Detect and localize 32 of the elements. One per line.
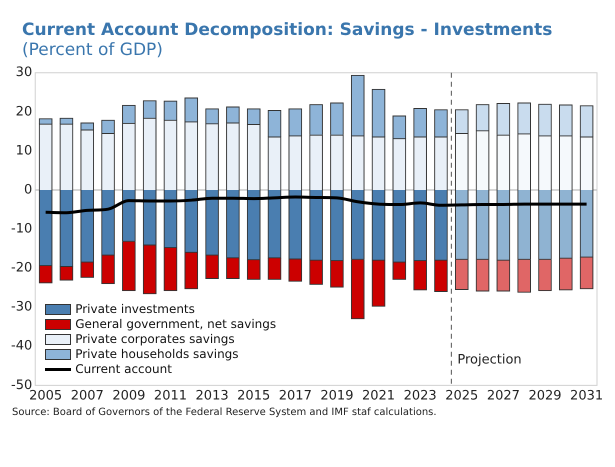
y-tick-label: 20 [16,104,32,120]
chart-title: Current Account Decomposition: Savings - Investments [22,20,554,40]
ref-line-label: Projection [457,352,522,368]
x-tick-label: 2009 [112,388,146,404]
legend-label: Current account [75,362,172,378]
legend-label: Private investments [75,302,195,318]
legend-label: General government, net savings [75,317,276,332]
x-tick-label: 2025 [445,388,478,404]
x-tick-label: 2019 [320,388,354,404]
x-tick-label: 2029 [528,388,562,404]
x-tick-label: 2031 [570,388,604,404]
y-tick-label: -40 [11,338,32,354]
x-tick-label: 2011 [154,388,188,404]
legend-label: Private households savings [75,347,239,362]
x-tick-label: 2005 [29,388,62,404]
y-tick-label: -20 [11,260,32,276]
y-tick-label: 10 [16,143,32,158]
y-tick-label: -10 [11,221,32,236]
source-note: Source: Board of Governors of the Federal Reserve System and IMF staf calculations. [12,407,438,418]
x-tick-label: 2007 [70,388,104,404]
line-series [44,196,588,214]
x-tick-label: 2021 [362,388,396,404]
y-tick-label: 30 [16,65,32,80]
x-tick-label: 2017 [278,388,312,404]
x-tick-label: 2013 [196,388,229,404]
y-tick-label: 0 [24,182,32,198]
legend-label: Private corporates savings [75,332,235,348]
x-tick-label: 2027 [486,388,520,404]
x-tick-label: 2023 [404,388,437,404]
y-tick-label: -30 [11,300,32,315]
chart-subtitle: (Percent of GDP) [22,40,164,60]
x-tick-label: 2015 [237,388,270,404]
